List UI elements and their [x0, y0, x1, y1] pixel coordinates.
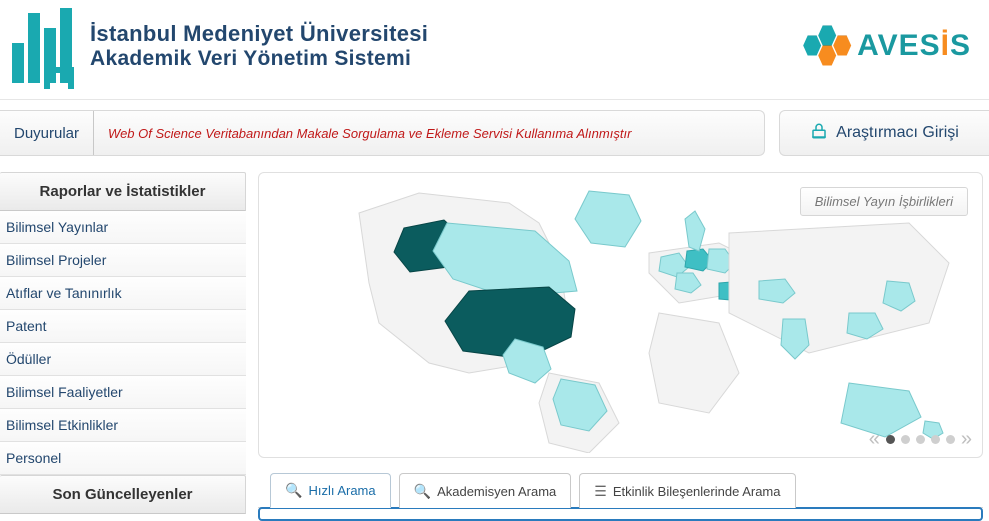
content: Bilimsel Yayın İşbirlikleri: [258, 172, 989, 521]
tab-academic-search[interactable]: 🔍 Akademisyen Arama: [399, 473, 572, 508]
search-tabs: 🔍 Hızlı Arama 🔍 Akademisyen Arama ☰ Etki…: [258, 472, 983, 508]
sidebar-item-events[interactable]: Bilimsel Etkinlikler: [0, 409, 246, 442]
sidebar-item-citations[interactable]: Atıflar ve Tanınırlık: [0, 277, 246, 310]
sidebar-item-patent[interactable]: Patent: [0, 310, 246, 343]
sidebar-item-activities[interactable]: Bilimsel Faaliyetler: [0, 376, 246, 409]
pager-dot[interactable]: [931, 435, 940, 444]
sidebar-item-projects[interactable]: Bilimsel Projeler: [0, 244, 246, 277]
search-icon: 🔍: [285, 482, 302, 499]
site-title-line1: İstanbul Medeniyet Üniversitesi: [90, 21, 806, 47]
sidebar-item-personnel[interactable]: Personel: [0, 442, 246, 475]
pager-dot[interactable]: [886, 435, 895, 444]
tab-label: Etkinlik Bileşenlerinde Arama: [613, 484, 781, 499]
sidebar-item-awards[interactable]: Ödüller: [0, 343, 246, 376]
tab-label: Akademisyen Arama: [437, 484, 556, 499]
world-map: [289, 173, 989, 453]
chevron-left-icon[interactable]: «: [869, 429, 880, 449]
top-bar: Duyurular Web Of Science Veritabanından …: [0, 100, 989, 166]
site-title-line2: Akademik Veri Yönetim Sistemi: [90, 47, 806, 71]
header: İstanbul Medeniyet Üniversitesi Akademik…: [0, 0, 989, 100]
tab-label: Hızlı Arama: [308, 483, 375, 498]
researcher-login-button[interactable]: Araştırmacı Girişi: [779, 110, 989, 156]
avesis-logo: AVESİS: [806, 26, 971, 66]
tab-quick-search[interactable]: 🔍 Hızlı Arama: [270, 473, 391, 508]
announcement-text[interactable]: Web Of Science Veritabanından Makale Sor…: [94, 126, 645, 141]
lock-icon: [810, 122, 828, 145]
collaboration-map-card: Bilimsel Yayın İşbirlikleri: [258, 172, 983, 458]
pager-dot[interactable]: [901, 435, 910, 444]
pager-dot[interactable]: [916, 435, 925, 444]
sidebar: Raporlar ve İstatistikler Bilimsel Yayın…: [0, 172, 246, 521]
announcements-bar: Duyurular Web Of Science Veritabanından …: [0, 110, 765, 156]
pager-dot[interactable]: [946, 435, 955, 444]
avesis-text: AVESİS: [857, 29, 971, 63]
login-label: Araştırmacı Girişi: [836, 124, 959, 142]
site-titles: İstanbul Medeniyet Üniversitesi Akademik…: [90, 21, 806, 71]
sidebar-item-publications[interactable]: Bilimsel Yayınlar: [0, 211, 246, 244]
hex-icon: [806, 26, 851, 66]
carousel-pager: « »: [869, 429, 972, 449]
search-icon: 🔍: [414, 483, 431, 500]
sidebar-section-recent: Son Güncelleyenler: [0, 475, 246, 514]
sidebar-section-reports: Raporlar ve İstatistikler: [0, 172, 246, 211]
announcements-label: Duyurular: [0, 111, 94, 155]
main: Raporlar ve İstatistikler Bilimsel Yayın…: [0, 166, 989, 521]
tab-event-component-search[interactable]: ☰ Etkinlik Bileşenlerinde Arama: [579, 473, 795, 508]
university-logo: [12, 8, 72, 83]
list-icon: ☰: [594, 483, 607, 500]
chevron-right-icon[interactable]: »: [961, 429, 972, 449]
